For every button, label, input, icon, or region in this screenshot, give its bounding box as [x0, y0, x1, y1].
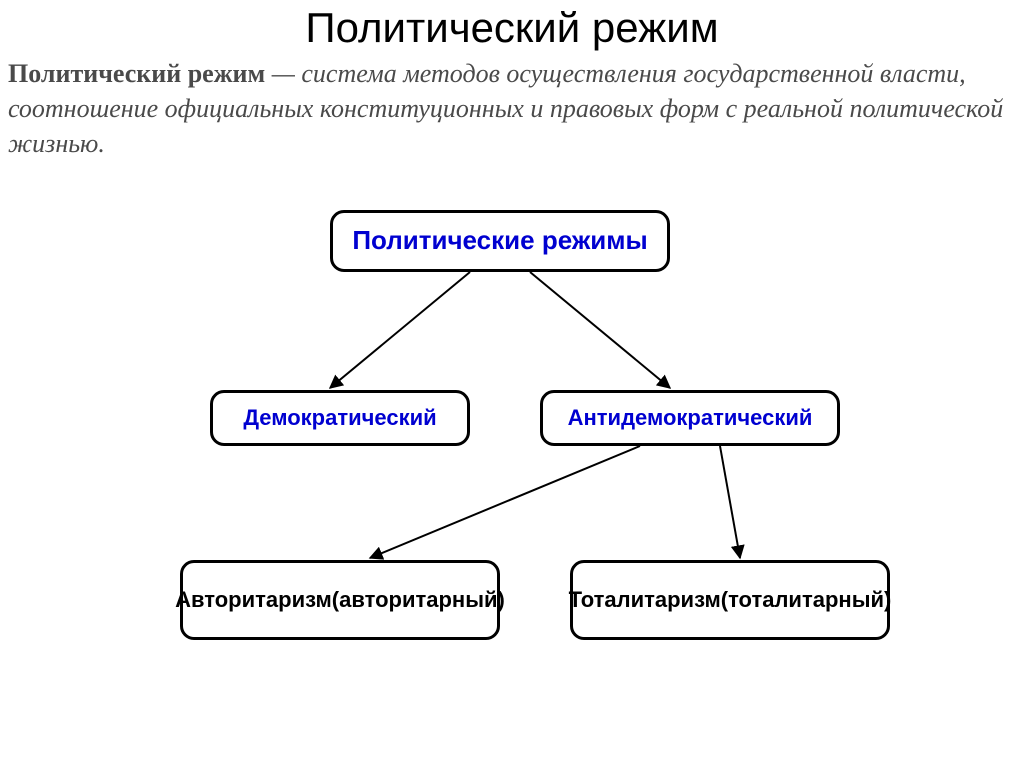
- definition-dash: —: [265, 59, 301, 88]
- edge-anti-auth: [370, 446, 640, 558]
- page-title: Политический режим: [0, 0, 1024, 52]
- edge-root-demo: [330, 272, 470, 388]
- edge-root-anti: [530, 272, 670, 388]
- node-label-line: Авторитаризм: [175, 587, 332, 613]
- node-anti: Антидемократический: [540, 390, 840, 446]
- node-label-line: Антидемократический: [568, 405, 813, 431]
- node-total: Тоталитаризм(тоталитарный): [570, 560, 890, 640]
- edge-anti-total: [720, 446, 740, 558]
- definition-paragraph: Политический режим — система методов осу…: [0, 52, 1024, 161]
- node-demo: Демократический: [210, 390, 470, 446]
- edges-layer: [0, 190, 1024, 750]
- node-root: Политические режимы: [330, 210, 670, 272]
- tree-diagram: Политические режимы Демократический Антиде…: [0, 190, 1024, 750]
- node-label-line: Политические режимы: [352, 225, 647, 256]
- node-label-line: (тоталитарный): [721, 587, 892, 613]
- node-label-line: Тоталитаризм: [569, 587, 721, 613]
- node-auth: Авторитаризм(авторитарный): [180, 560, 500, 640]
- node-label-line: Демократический: [243, 405, 436, 431]
- node-label-line: (авторитарный): [332, 587, 505, 613]
- definition-term: Политический режим: [8, 59, 265, 88]
